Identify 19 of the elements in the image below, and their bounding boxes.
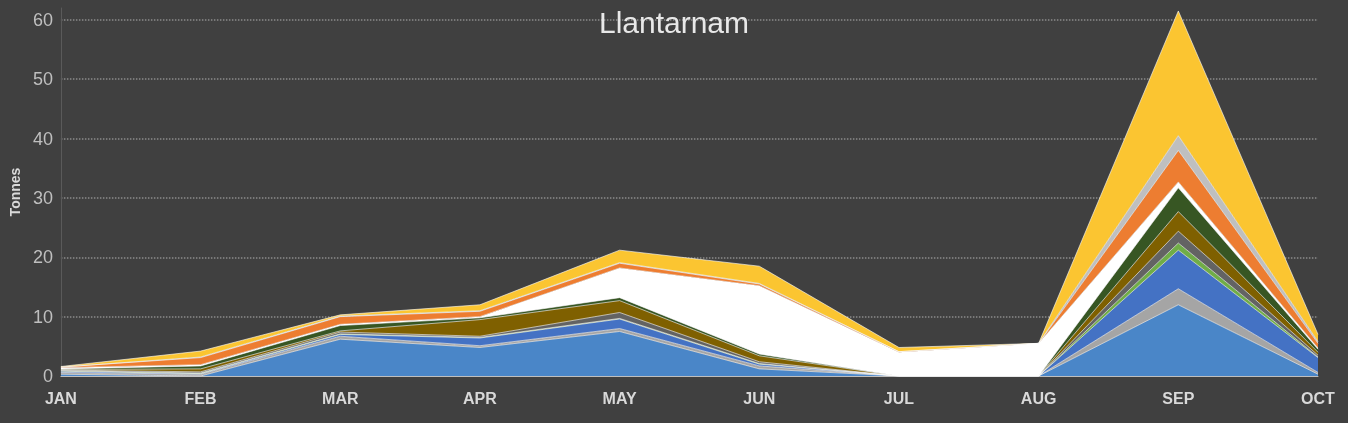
y-tick-label: 0	[42, 366, 53, 386]
x-tick-label: AUG	[1020, 389, 1057, 407]
x-tick-label: SEP	[1162, 389, 1195, 407]
x-tick-label: MAY	[602, 389, 637, 407]
x-tick-label: APR	[463, 389, 498, 407]
y-tick-label: 10	[32, 306, 53, 327]
y-axis-title: Tonnes	[7, 167, 23, 217]
y-tick-label: 60	[32, 9, 53, 30]
x-tick-label: MAR	[322, 389, 359, 407]
x-tick-label: JAN	[44, 389, 77, 407]
y-tick-label: 30	[32, 187, 53, 208]
y-tick-label: 50	[32, 69, 53, 90]
x-tick-label: OCT	[1301, 389, 1336, 407]
x-tick-label: JUN	[743, 389, 776, 407]
x-tick-label: FEB	[184, 389, 217, 407]
y-tick-label: 20	[32, 247, 53, 268]
chart-title: Llantarnam	[598, 5, 750, 39]
y-tick-label: 40	[32, 128, 53, 149]
x-tick-label: JUL	[883, 389, 915, 407]
